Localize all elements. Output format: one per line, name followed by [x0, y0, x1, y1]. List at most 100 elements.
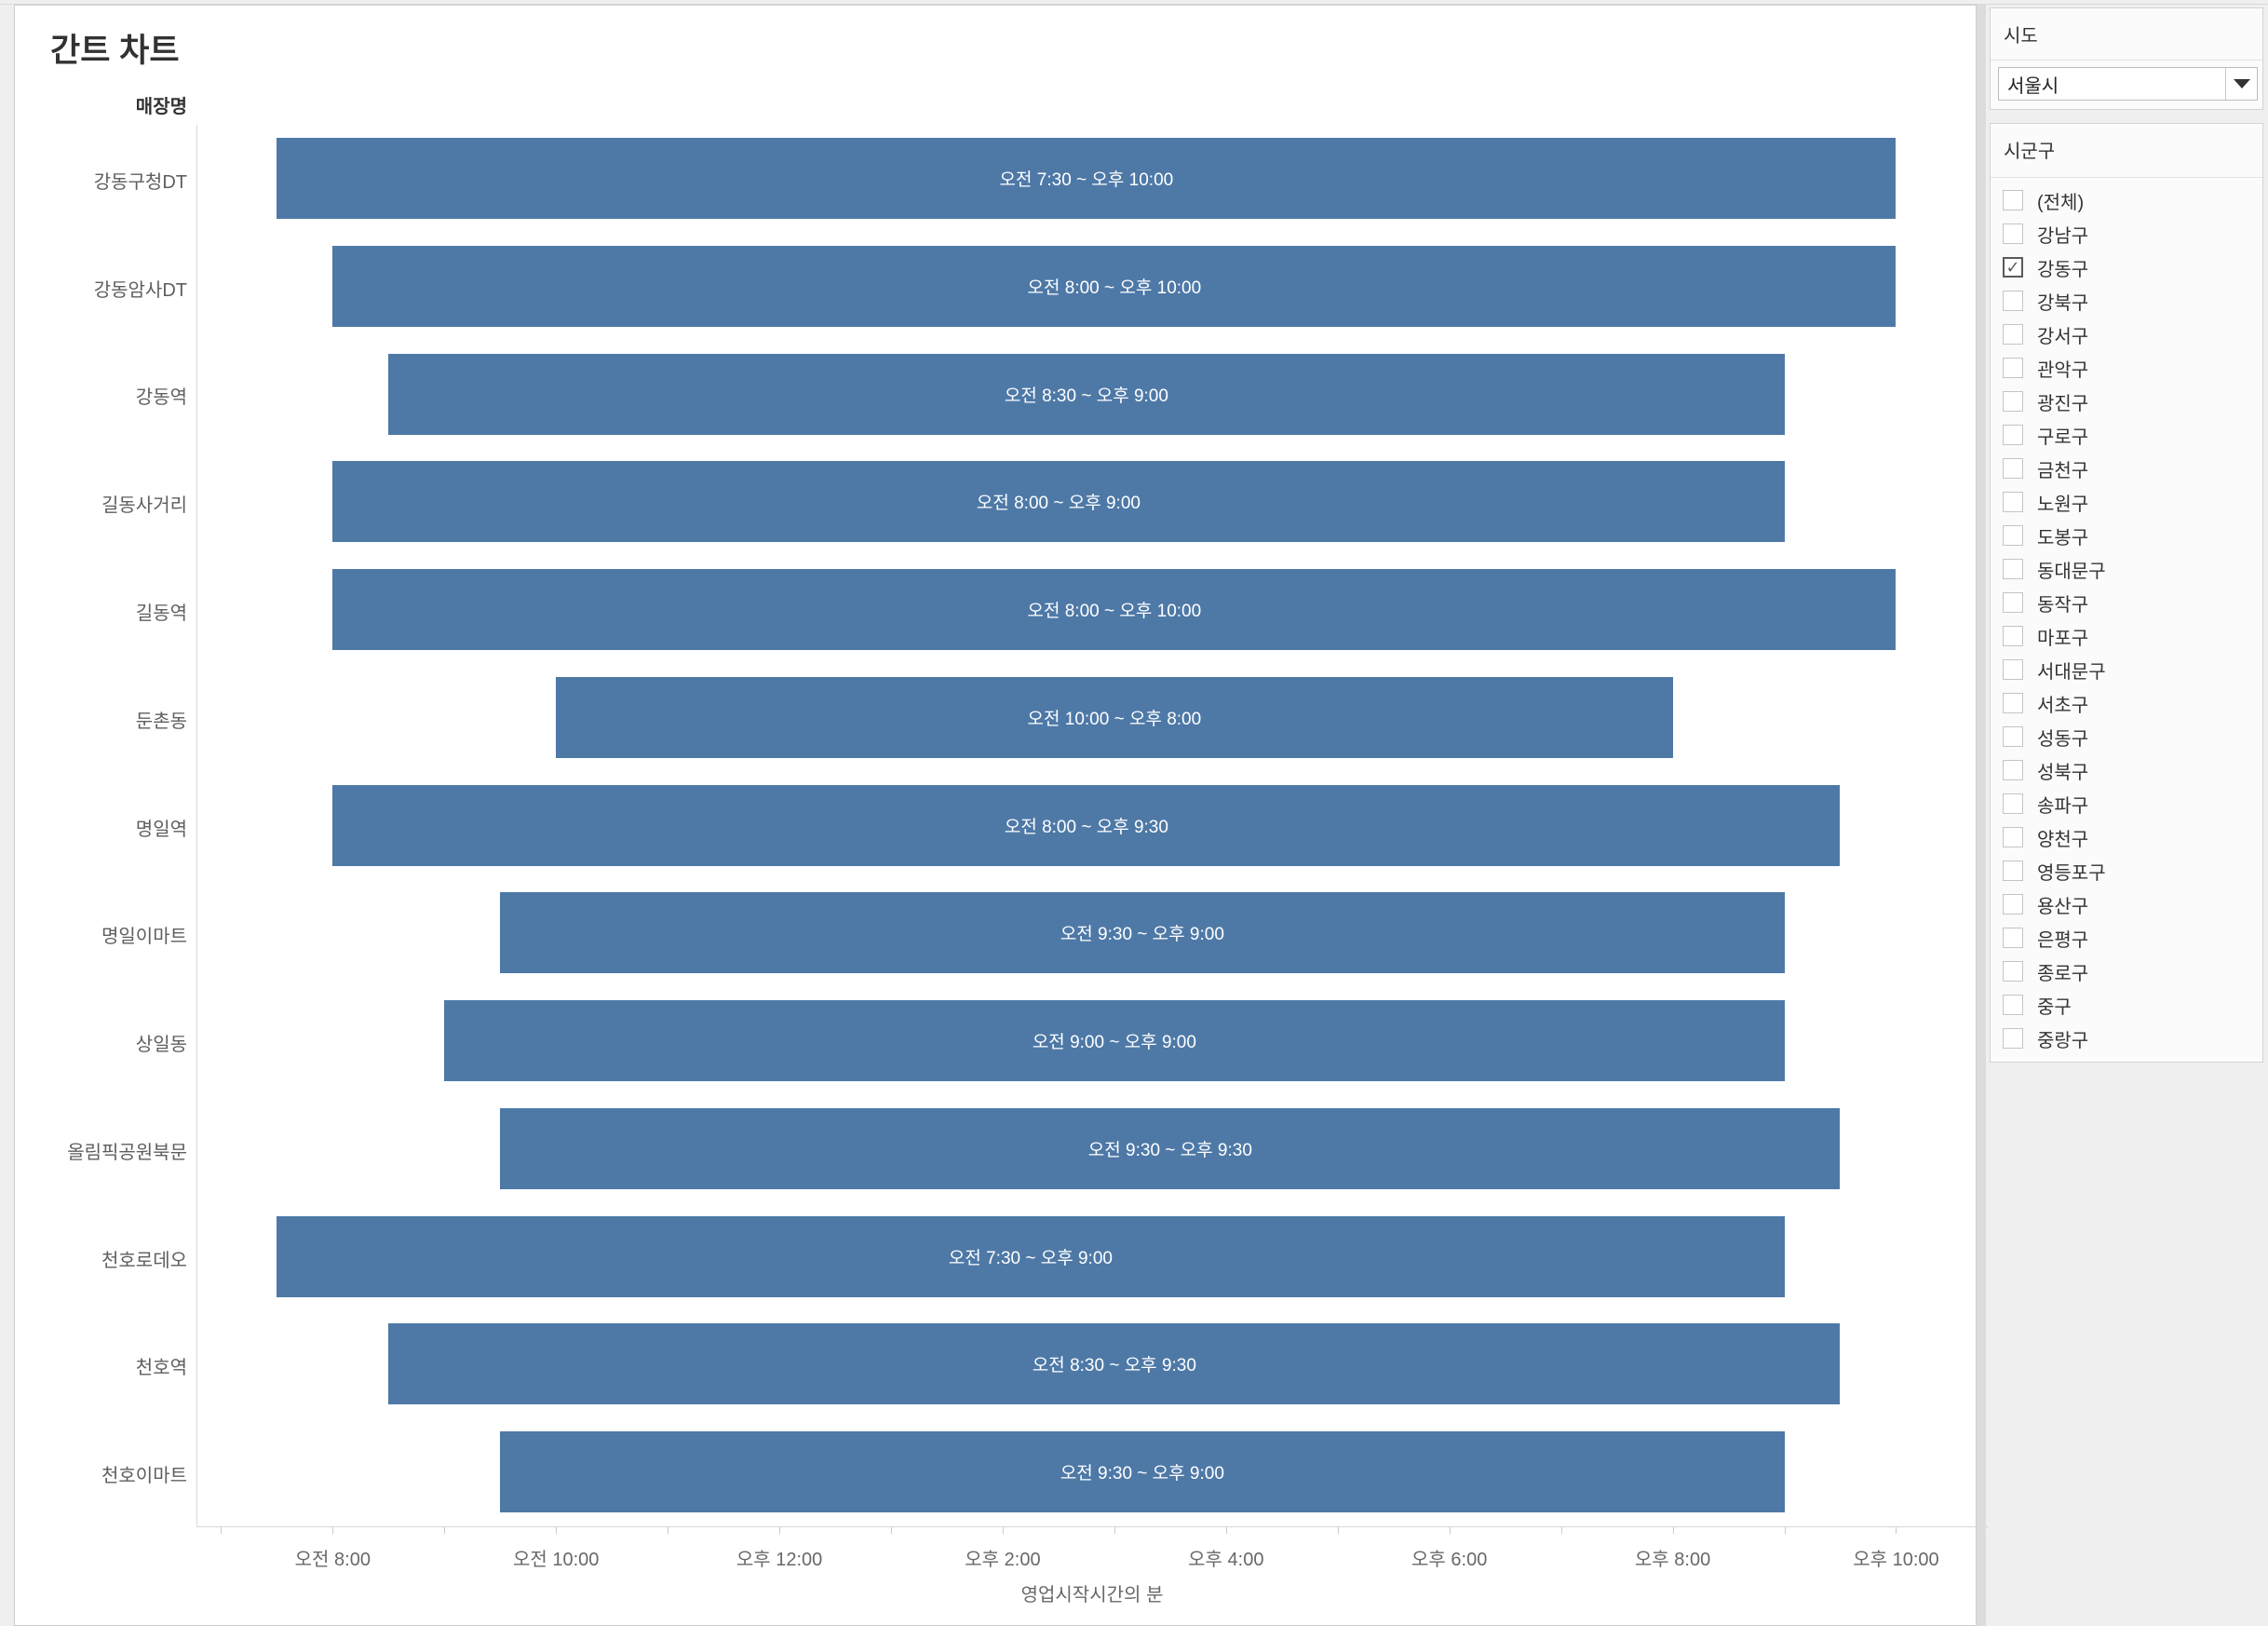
district-checkbox-label: 양천구 — [2037, 829, 2089, 850]
checkbox-unchecked[interactable] — [2003, 190, 2023, 210]
district-filter-row[interactable]: 성동구 — [2003, 725, 2088, 750]
district-filter-row[interactable]: 양천구 — [2003, 825, 2089, 850]
checkbox-unchecked[interactable] — [2003, 525, 2023, 546]
district-filter-row[interactable]: 구로구 — [2003, 423, 2088, 448]
vertical-scrollbar[interactable] — [1977, 5, 1986, 1626]
district-filter-row[interactable]: 동대문구 — [2003, 557, 2106, 582]
gantt-bar-label: 오전 9:30 ~ 오후 9:00 — [1060, 925, 1224, 945]
district-checkbox-label: 용산구 — [2037, 896, 2089, 917]
district-filter-row[interactable]: 영등포구 — [2003, 859, 2106, 884]
gantt-bar-label: 오전 7:30 ~ 오후 10:00 — [999, 170, 1174, 190]
district-checkbox-label: 강동구 — [2037, 259, 2089, 280]
gantt-bar[interactable]: 오전 9:00 ~ 오후 9:00 — [444, 1000, 1785, 1082]
district-checkbox-label: 금천구 — [2037, 460, 2089, 481]
district-filter-row[interactable]: 노원구 — [2003, 490, 2088, 515]
checkbox-unchecked[interactable] — [2003, 458, 2023, 479]
gantt-bar[interactable]: 오전 8:00 ~ 오후 9:00 — [332, 461, 1785, 543]
district-filter-row[interactable]: 도봉구 — [2003, 523, 2089, 549]
sido-dropdown-button[interactable] — [2225, 68, 2257, 100]
x-axis-tick — [1337, 1527, 1339, 1534]
checkbox-unchecked[interactable] — [2003, 693, 2023, 713]
district-filter-row[interactable]: 서초구 — [2003, 691, 2089, 716]
x-axis-tick — [1114, 1527, 1115, 1534]
checkbox-unchecked[interactable] — [2003, 827, 2023, 847]
checkbox-unchecked[interactable] — [2003, 291, 2023, 311]
district-filter-row[interactable]: 동작구 — [2003, 590, 2088, 616]
district-filter-row[interactable]: 금천구 — [2003, 456, 2088, 481]
gantt-bar-label: 오전 8:00 ~ 오후 9:00 — [976, 494, 1141, 514]
store-row-label: 길동역 — [135, 603, 187, 624]
checkbox-unchecked[interactable] — [2003, 592, 2023, 613]
district-filter-row[interactable]: 은평구 — [2003, 926, 2088, 951]
x-axis-tick-label: 오전 8:00 — [294, 1550, 371, 1570]
store-row-label: 강동암사DT — [93, 279, 187, 301]
checkbox-unchecked[interactable] — [2003, 358, 2023, 378]
district-checkbox-label: 관악구 — [2037, 359, 2089, 381]
gantt-bar[interactable]: 오전 7:30 ~ 오후 9:00 — [277, 1215, 1785, 1297]
district-checkbox-label: 강남구 — [2037, 225, 2089, 247]
district-checkbox-label: 서대문구 — [2037, 661, 2106, 683]
gantt-bar[interactable]: 오전 8:00 ~ 오후 10:00 — [332, 245, 1897, 327]
store-row-label: 천호이마트 — [101, 1466, 187, 1487]
checkbox-unchecked[interactable] — [2003, 894, 2023, 915]
district-filter-row[interactable]: 강남구 — [2003, 222, 2089, 247]
checkbox-unchecked[interactable] — [2003, 760, 2023, 780]
checkbox-unchecked[interactable] — [2003, 425, 2023, 445]
x-axis-tick — [1784, 1527, 1786, 1534]
store-row-label: 상일동 — [135, 1035, 187, 1056]
x-axis-tick-label: 오후 6:00 — [1411, 1550, 1488, 1570]
gantt-bar[interactable]: 오전 9:30 ~ 오후 9:00 — [500, 892, 1785, 974]
district-filter-row[interactable]: 광진구 — [2003, 389, 2088, 414]
gantt-bar[interactable]: 오전 10:00 ~ 오후 8:00 — [556, 676, 1673, 758]
gantt-bar[interactable]: 오전 8:00 ~ 오후 9:30 — [332, 784, 1841, 866]
checkbox-unchecked[interactable] — [2003, 626, 2023, 646]
checkbox-unchecked[interactable] — [2003, 793, 2023, 814]
sido-dropdown-value: 서울시 — [2007, 75, 2059, 97]
district-filter-row[interactable]: 관악구 — [2003, 356, 2089, 381]
gantt-bar[interactable]: 오전 9:30 ~ 오후 9:00 — [500, 1431, 1785, 1513]
checkbox-unchecked[interactable] — [2003, 961, 2023, 982]
district-checkbox-label: 강서구 — [2037, 326, 2089, 347]
check-mark-icon: ✓ — [2005, 258, 2020, 277]
checkbox-unchecked[interactable] — [2003, 324, 2023, 345]
district-checkbox-label: 서초구 — [2037, 695, 2089, 716]
gantt-bar-label: 오전 10:00 ~ 오후 8:00 — [1027, 709, 1202, 729]
gantt-bar[interactable]: 오전 8:30 ~ 오후 9:30 — [388, 1323, 1841, 1405]
district-filter-row[interactable]: 중랑구 — [2003, 1026, 2088, 1051]
district-checkbox-label: 도봉구 — [2037, 527, 2089, 549]
district-filter-row[interactable]: 송파구 — [2003, 792, 2088, 817]
x-axis-tick-label: 오후 2:00 — [965, 1550, 1041, 1570]
district-filter-row[interactable]: 종로구 — [2003, 959, 2088, 984]
store-row-label: 강동구청DT — [93, 171, 187, 193]
checkbox-unchecked[interactable] — [2003, 224, 2023, 244]
checkbox-checked[interactable]: ✓ — [2003, 257, 2023, 278]
checkbox-unchecked[interactable] — [2003, 726, 2023, 747]
district-filter-row[interactable]: 강북구 — [2003, 289, 2088, 314]
checkbox-unchecked[interactable] — [2003, 559, 2023, 579]
x-axis-tick — [1449, 1527, 1451, 1534]
district-filter-row[interactable]: ✓ 강동구 — [2003, 255, 2089, 280]
checkbox-unchecked[interactable] — [2003, 995, 2023, 1015]
checkbox-unchecked[interactable] — [2003, 860, 2023, 881]
checkbox-unchecked[interactable] — [2003, 391, 2023, 412]
checkbox-unchecked[interactable] — [2003, 659, 2023, 680]
gantt-bar[interactable]: 오전 8:30 ~ 오후 9:00 — [388, 353, 1785, 435]
district-filter-row[interactable]: (전체) — [2003, 188, 2084, 213]
checkbox-unchecked[interactable] — [2003, 492, 2023, 512]
sido-dropdown[interactable]: 서울시 — [1998, 67, 2258, 101]
district-filter-row[interactable]: 중구 — [2003, 993, 2072, 1018]
store-row-label: 천호로데오 — [101, 1250, 187, 1271]
district-filter-row[interactable]: 강서구 — [2003, 322, 2089, 347]
checkbox-unchecked[interactable] — [2003, 1028, 2023, 1049]
gantt-bar[interactable]: 오전 7:30 ~ 오후 10:00 — [277, 138, 1897, 219]
store-row-label: 천호역 — [135, 1358, 187, 1379]
district-filter-row[interactable]: 용산구 — [2003, 892, 2089, 917]
district-filter-row[interactable]: 서대문구 — [2003, 657, 2106, 683]
district-filter-row[interactable]: 성북구 — [2003, 758, 2088, 783]
district-filter-row[interactable]: 마포구 — [2003, 624, 2088, 649]
checkbox-unchecked[interactable] — [2003, 928, 2023, 948]
sigungu-filter-card: 시군구 (전체) 강남구 ✓ 강동구 강북구 강서구 관악구 광진구 구로구 금천구 노원구 도봉구 동… — [1990, 123, 2263, 1063]
gantt-bar[interactable]: 오전 9:30 ~ 오후 9:30 — [500, 1107, 1841, 1189]
x-axis-tick — [1225, 1527, 1227, 1534]
gantt-bar[interactable]: 오전 8:00 ~ 오후 10:00 — [332, 569, 1897, 651]
